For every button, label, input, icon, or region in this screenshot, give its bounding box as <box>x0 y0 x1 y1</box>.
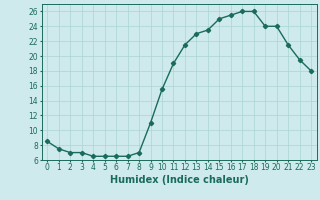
X-axis label: Humidex (Indice chaleur): Humidex (Indice chaleur) <box>110 175 249 185</box>
